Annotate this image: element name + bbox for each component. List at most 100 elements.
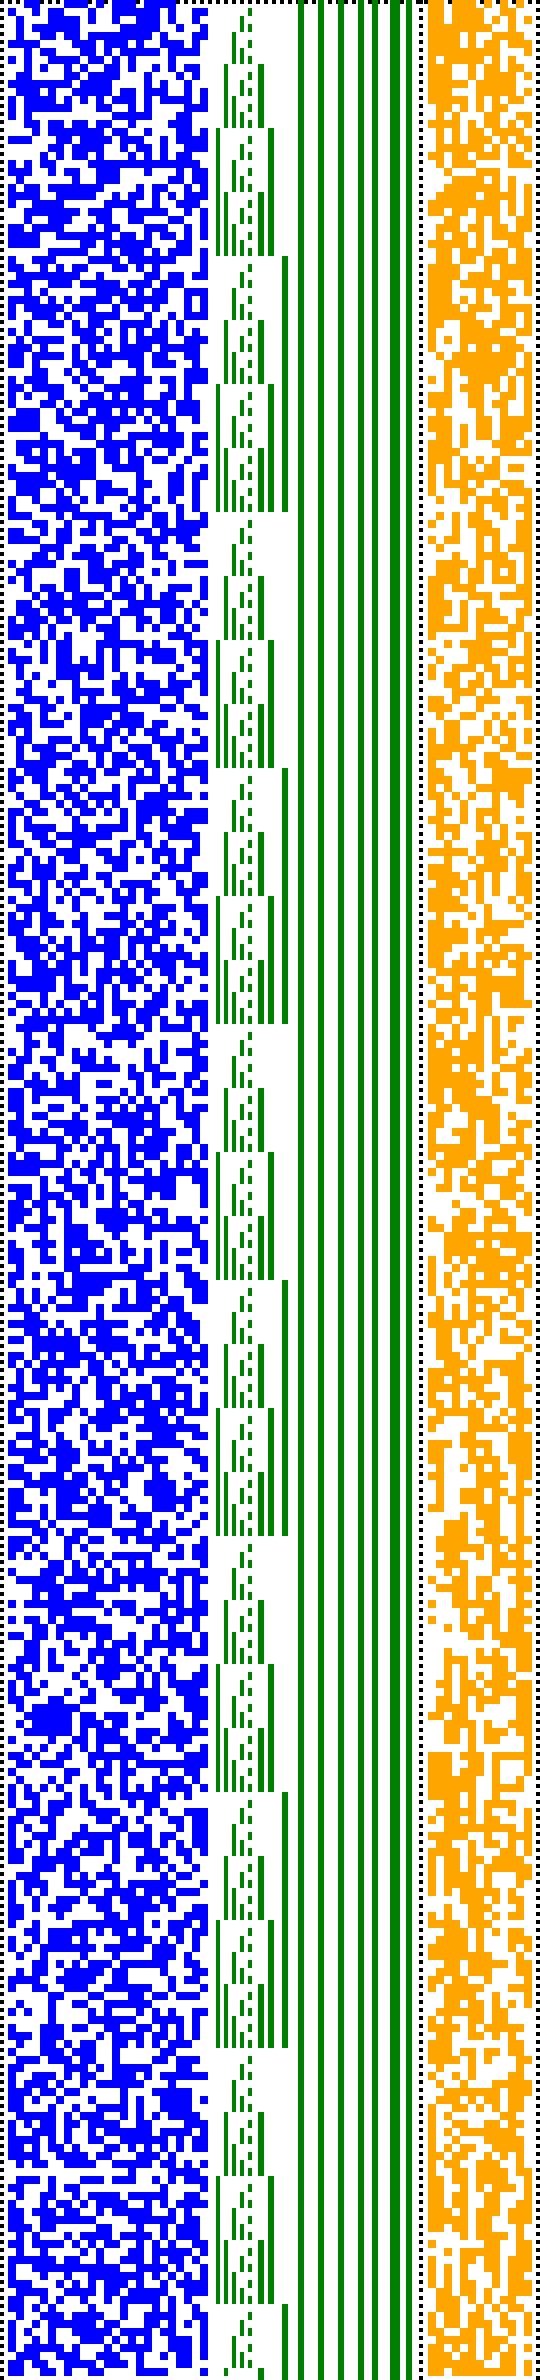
blue-bit [96, 1808, 104, 1816]
blue-bit [120, 144, 128, 152]
blue-bit [192, 488, 200, 496]
blue-bit [32, 80, 40, 88]
blue-bit [72, 1448, 80, 1456]
blue-bit [120, 584, 128, 592]
blue-bit [48, 1424, 56, 1432]
blue-bit [200, 1040, 208, 1048]
divider-dot [419, 2144, 423, 2148]
blue-bit [88, 1336, 96, 1344]
blue-bit [48, 736, 56, 744]
blue-bit [56, 1960, 64, 1968]
blue-bit [56, 848, 64, 856]
blue-bit [112, 1832, 120, 1840]
border-dot [0, 2224, 4, 2228]
blue-bit [24, 1080, 32, 1088]
blue-bit [88, 432, 96, 440]
divider-dot [419, 1296, 423, 1300]
blue-bit [136, 1688, 144, 1696]
blue-bit [8, 2216, 16, 2224]
blue-bit [200, 1432, 208, 1440]
border-dot [536, 352, 540, 356]
blue-bit [24, 160, 32, 168]
blue-bit [160, 152, 168, 160]
divider-dot [419, 1424, 423, 1428]
blue-bit [152, 936, 160, 944]
border-dot [0, 680, 4, 684]
blue-bit [200, 1248, 208, 1256]
blue-bit [144, 112, 152, 120]
border-dot [536, 1280, 540, 1284]
divider-dot [419, 752, 423, 756]
blue-bit [136, 344, 144, 352]
blue-bit [184, 1496, 192, 1504]
blue-bit [40, 1944, 48, 1952]
blue-bit [160, 280, 168, 288]
blue-bit [24, 2176, 32, 2184]
blue-bit [176, 2344, 184, 2352]
blue-bit [192, 1928, 200, 1936]
blue-bit [104, 248, 112, 256]
blue-bit [88, 1592, 96, 1600]
blue-bit [16, 2136, 24, 2144]
blue-bit [152, 1432, 160, 1440]
blue-bit [32, 272, 40, 280]
blue-bit [128, 744, 136, 752]
blue-bit [32, 1080, 40, 1088]
blue-bit [16, 88, 24, 96]
blue-bit [160, 1896, 168, 1904]
border-dot [536, 1896, 540, 1900]
blue-bit [120, 2208, 128, 2216]
blue-bit [112, 1576, 120, 1584]
blue-bit [88, 2120, 96, 2128]
blue-bit [184, 1528, 192, 1536]
blue-bit [80, 336, 88, 344]
blue-bit [40, 1160, 48, 1168]
blue-bit [8, 312, 16, 320]
blue-bit [40, 1208, 48, 1216]
blue-bit [8, 808, 16, 816]
blue-bit [8, 2304, 16, 2312]
blue-bit [120, 680, 128, 688]
blue-bit [112, 1120, 120, 1128]
divider-dot [419, 488, 423, 492]
blue-bit [168, 96, 176, 104]
blue-bit [160, 2096, 168, 2104]
border-dot [0, 976, 4, 980]
border-dot [0, 1312, 4, 1316]
blue-bit [64, 184, 72, 192]
border-dot [536, 1912, 540, 1916]
border-dot [536, 1872, 540, 1876]
blue-bit [176, 1496, 184, 1504]
blue-bit [16, 1752, 24, 1760]
blue-bit [40, 584, 48, 592]
border-dot [0, 2128, 4, 2132]
blue-bit [96, 1096, 104, 1104]
border-dot [536, 1288, 540, 1292]
blue-bit [136, 1032, 144, 1040]
blue-bit [80, 1720, 88, 1728]
blue-bit [200, 960, 208, 968]
blue-bit [112, 968, 120, 976]
blue-bit [96, 1328, 104, 1336]
blue-bit [40, 2120, 48, 2128]
blue-bit [80, 456, 88, 464]
blue-bit [128, 160, 136, 168]
blue-bit [144, 1144, 152, 1152]
blue-bit [88, 1848, 96, 1856]
blue-bit [184, 96, 192, 104]
blue-bit [112, 656, 120, 664]
blue-bit [144, 808, 152, 816]
blue-bit [32, 2344, 40, 2352]
border-dot [536, 336, 540, 340]
blue-bit [168, 928, 176, 936]
blue-bit [144, 432, 152, 440]
blue-bit [16, 1160, 24, 1168]
blue-bit [200, 816, 208, 824]
blue-bit [168, 2208, 176, 2216]
blue-bit [160, 600, 168, 608]
blue-bit [136, 808, 144, 816]
blue-bit [32, 608, 40, 616]
blue-bit [160, 1568, 168, 1576]
border-dot [0, 2160, 4, 2164]
blue-bit [128, 1640, 136, 1648]
